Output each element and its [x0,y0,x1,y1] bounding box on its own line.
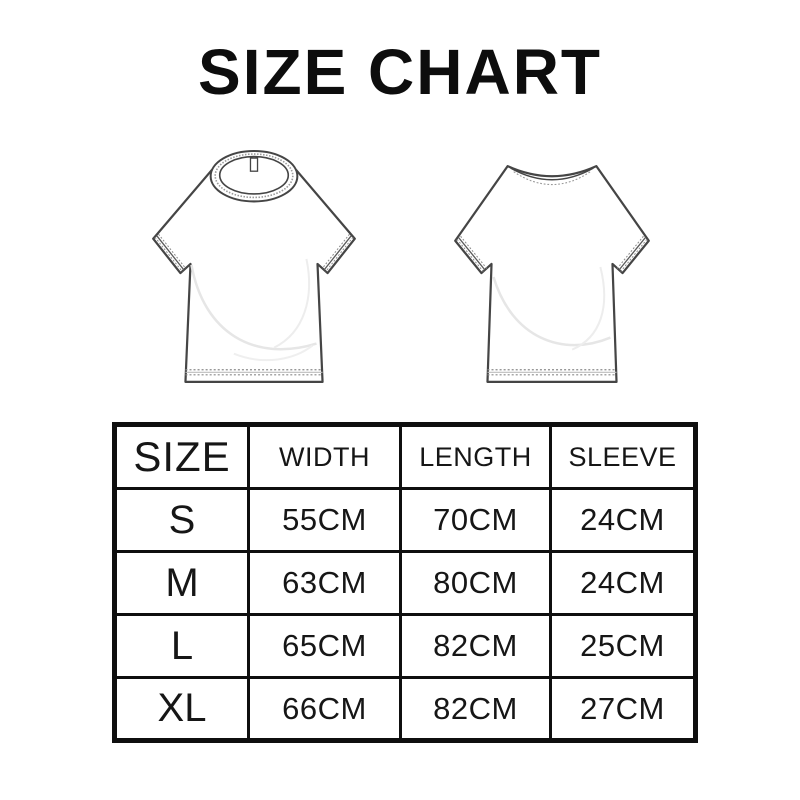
front-shading-curve [190,264,317,351]
front-hem-stitch [185,369,323,376]
size-label-s: S [113,487,250,553]
back-neck-stitch [513,171,591,186]
table-row: M 63CM 80CM 24CM [113,550,697,616]
header-size: SIZE [113,423,250,490]
back-hem-stitch [487,369,617,376]
width-value-xl: 66CM [247,676,402,742]
front-shading-curve [233,344,314,362]
front-collar-inner [218,155,290,195]
sleeve-value-s: 24CM [549,487,697,553]
tshirt-back-drawing [454,165,650,383]
back-right-cuff-line [618,237,646,271]
table-row: L 65CM 82CM 25CM [113,613,697,679]
length-value-m: 80CM [399,550,552,616]
length-value-l: 82CM [399,613,552,679]
header-width: WIDTH [247,423,402,490]
width-value-m: 63CM [247,550,402,616]
tshirt-front-drawing [152,150,356,383]
width-value-s: 55CM [247,487,402,553]
back-body-outline [454,165,650,383]
front-shading-curve [273,258,311,349]
back-left-cuff-line [458,237,486,271]
front-left-cuff-stitch [154,233,187,272]
size-label-xl: XL [113,676,250,742]
back-shading-curve [492,276,611,347]
length-value-xl: 82CM [399,676,552,742]
size-chart-table: SIZE WIDTH LENGTH SLEEVE S 55CM 70CM 24C… [112,422,698,743]
sleeve-value-m: 24CM [549,550,697,616]
size-label-m: M [113,550,250,616]
table-row: XL 66CM 82CM 27CM [113,676,697,742]
front-body-outline [152,169,356,383]
front-neck-label-tag [249,157,259,172]
front-right-cuff-line [323,235,352,271]
front-left-cuff-line [156,235,185,271]
header-sleeve: SLEEVE [549,423,697,490]
front-right-cuff-stitch [321,233,354,272]
table-header-row: SIZE WIDTH LENGTH SLEEVE [113,423,697,490]
sleeve-value-xl: 27CM [549,676,697,742]
width-value-l: 65CM [247,613,402,679]
page-title: SIZE CHART [198,36,602,108]
back-shading-curve [571,266,606,351]
sleeve-value-l: 25CM [549,613,697,679]
back-neck-band-line [510,167,594,181]
table-row: S 55CM 70CM 24CM [113,487,697,553]
length-value-s: 70CM [399,487,552,553]
header-length: LENGTH [399,423,552,490]
size-label-l: L [113,613,250,679]
